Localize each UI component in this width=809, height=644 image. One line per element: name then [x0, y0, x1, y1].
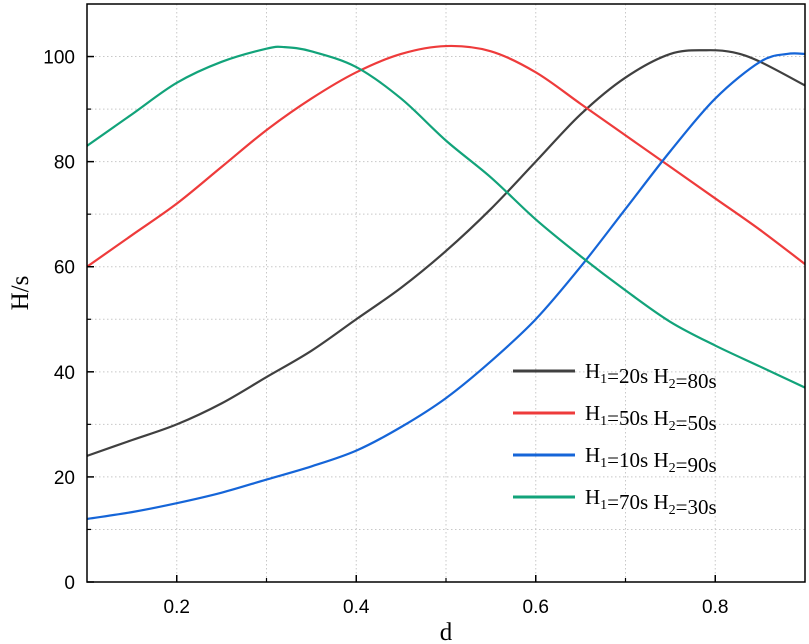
x-tick-label: 0.4	[343, 597, 370, 618]
series-lines	[87, 44, 805, 521]
y-tick-label: 80	[54, 153, 75, 174]
x-tick-label: 0.6	[523, 597, 549, 618]
x-axis-title: d	[440, 619, 453, 644]
y-axis-title: H/s	[7, 276, 34, 311]
series-line-1	[87, 49, 805, 457]
y-tick-label: 0	[64, 573, 75, 594]
series-line-3	[87, 52, 805, 521]
legend-label-4: H1=70s H2=30s	[585, 485, 717, 519]
legend-label-3: H1=10s H2=90s	[585, 443, 717, 477]
series-line-4	[87, 45, 805, 389]
series-line-2	[87, 44, 805, 268]
x-tick-label: 0.8	[702, 597, 728, 618]
x-tick-label: 0.2	[164, 597, 190, 618]
grid	[87, 4, 805, 582]
legend: H1=20s H2=80s H1=50s H2=50s H1=10s H2=90s H…	[513, 359, 717, 519]
y-tick-label: 40	[54, 363, 75, 384]
axis-ticks: 0.2 0.4 0.6 0.8 0 20 40 60 80 100	[43, 48, 728, 618]
y-tick-label: 100	[43, 48, 75, 69]
y-tick-label: 60	[54, 258, 75, 279]
legend-label-1: H1=20s H2=80s	[585, 359, 717, 393]
y-tick-label: 20	[54, 468, 75, 489]
legend-label-2: H1=50s H2=50s	[585, 401, 717, 435]
